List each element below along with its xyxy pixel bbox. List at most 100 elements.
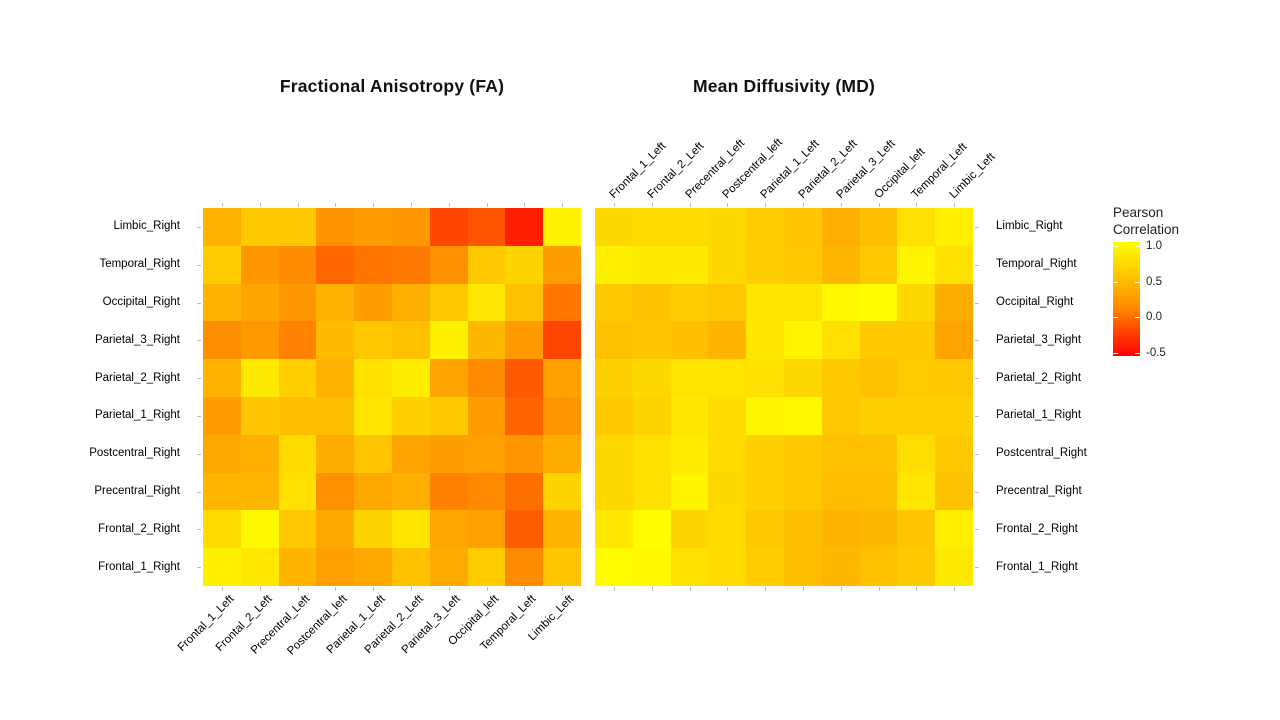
heatmap-cell: [467, 283, 506, 322]
heatmap-cell: [821, 434, 860, 473]
heatmap-cell: [391, 359, 430, 397]
heatmap-cell: [670, 434, 709, 473]
legend-tick-notch: [1113, 353, 1118, 354]
axis-tick: [727, 203, 729, 207]
heatmap-cell: [859, 548, 898, 586]
row-label: Precentral_Right: [996, 485, 1082, 497]
heatmap-cell: [429, 208, 468, 246]
heatmap-cell: [746, 245, 784, 284]
heatmap-cell: [670, 472, 709, 511]
heatmap-cell: [429, 510, 468, 549]
heatmap-cell: [240, 472, 279, 511]
axis-tick: [373, 203, 375, 207]
heatmap-cell: [595, 245, 633, 284]
heatmap-cell: [505, 245, 544, 284]
heatmap-cell: [935, 472, 973, 511]
axis-tick: [651, 587, 653, 591]
axis-tick: [221, 587, 223, 591]
heatmap-cell: [429, 396, 468, 435]
heatmap-cell: [316, 510, 355, 549]
heatmap-cell: [708, 434, 747, 473]
axis-tick: [524, 203, 526, 207]
heatmap-cell: [505, 472, 544, 511]
heatmap-cell: [632, 510, 671, 549]
heatmap-cell: [935, 245, 973, 284]
heatmap-cell: [632, 283, 671, 322]
heatmap-cell: [391, 548, 430, 586]
row-label: Parietal_1_Right: [94, 409, 180, 422]
axis-tick: [197, 226, 201, 228]
axis-tick: [975, 491, 979, 493]
heatmap-cell: [240, 208, 279, 246]
heatmap-cell: [632, 548, 671, 586]
heatmap-cell: [670, 208, 709, 246]
heatmap-cell: [632, 396, 671, 435]
heatmap-cell: [595, 434, 633, 473]
heatmap-cell: [240, 359, 279, 397]
heatmap-cell: [278, 245, 317, 284]
axis-tick: [689, 587, 691, 591]
heatmap-cell: [240, 245, 279, 284]
heatmap-cell: [708, 472, 747, 511]
heatmap-cell: [391, 510, 430, 549]
axis-tick: [197, 378, 201, 380]
heatmap-cell: [278, 434, 317, 473]
axis-tick: [975, 302, 979, 304]
axis-tick: [197, 491, 201, 493]
heatmap-cell: [543, 548, 581, 586]
heatmap-cell: [203, 472, 241, 511]
heatmap-cell: [354, 321, 392, 360]
heatmap-cell: [595, 208, 633, 246]
heatmap-cell: [505, 548, 544, 586]
heatmap-cell: [467, 359, 506, 397]
heatmap-cell: [316, 208, 355, 246]
heatmap-cell: [595, 548, 633, 586]
heatmap-cell: [203, 208, 241, 246]
heatmap-cell: [354, 208, 392, 246]
row-label: Parietal_2_Right: [94, 371, 180, 384]
heatmap-cell: [595, 510, 633, 549]
heatmap-cell: [935, 548, 973, 586]
heatmap-cell: [595, 283, 633, 322]
axis-tick: [562, 203, 564, 207]
heatmap-cell: [897, 510, 936, 549]
axis-tick: [335, 203, 337, 207]
row-label: Postcentral_Right: [996, 447, 1087, 460]
axis-tick: [954, 203, 956, 207]
heatmap-cell: [821, 283, 860, 322]
row-label: Limbic_Right: [996, 220, 1063, 233]
heatmap-cell: [316, 396, 355, 435]
row-label: Temporal_Right: [996, 258, 1077, 271]
heatmap-cell: [505, 359, 544, 397]
heatmap-cell: [897, 245, 936, 284]
heatmap-cell: [897, 208, 936, 246]
heatmap-cell: [316, 548, 355, 586]
axis-tick: [486, 587, 488, 591]
axis-tick: [975, 567, 979, 569]
heatmap-cell: [935, 283, 973, 322]
axis-tick: [197, 264, 201, 266]
heatmap-cell: [935, 396, 973, 435]
axis-tick: [197, 453, 201, 455]
heatmap-cell: [203, 396, 241, 435]
heatmap-cell: [505, 434, 544, 473]
heatmap-cell: [203, 548, 241, 586]
heatmap-cell: [278, 208, 317, 246]
heatmap-cell: [897, 359, 936, 397]
heatmap-cell: [316, 321, 355, 360]
heatmap-cell: [708, 245, 747, 284]
heatmap-cell: [897, 434, 936, 473]
legend-tick-notch: [1135, 246, 1140, 247]
heatmap-cell: [240, 548, 279, 586]
heatmap-cell: [543, 245, 581, 284]
heatmap-cell: [354, 359, 392, 397]
heatmap-cell: [467, 321, 506, 360]
heatmap-cell: [543, 434, 581, 473]
axis-tick: [840, 203, 842, 207]
axis-tick: [765, 587, 767, 591]
axis-tick: [197, 302, 201, 304]
row-label: Occipital_Right: [102, 296, 180, 308]
heatmap-cell: [240, 434, 279, 473]
heatmap-cell: [203, 321, 241, 360]
axis-tick: [727, 587, 729, 591]
